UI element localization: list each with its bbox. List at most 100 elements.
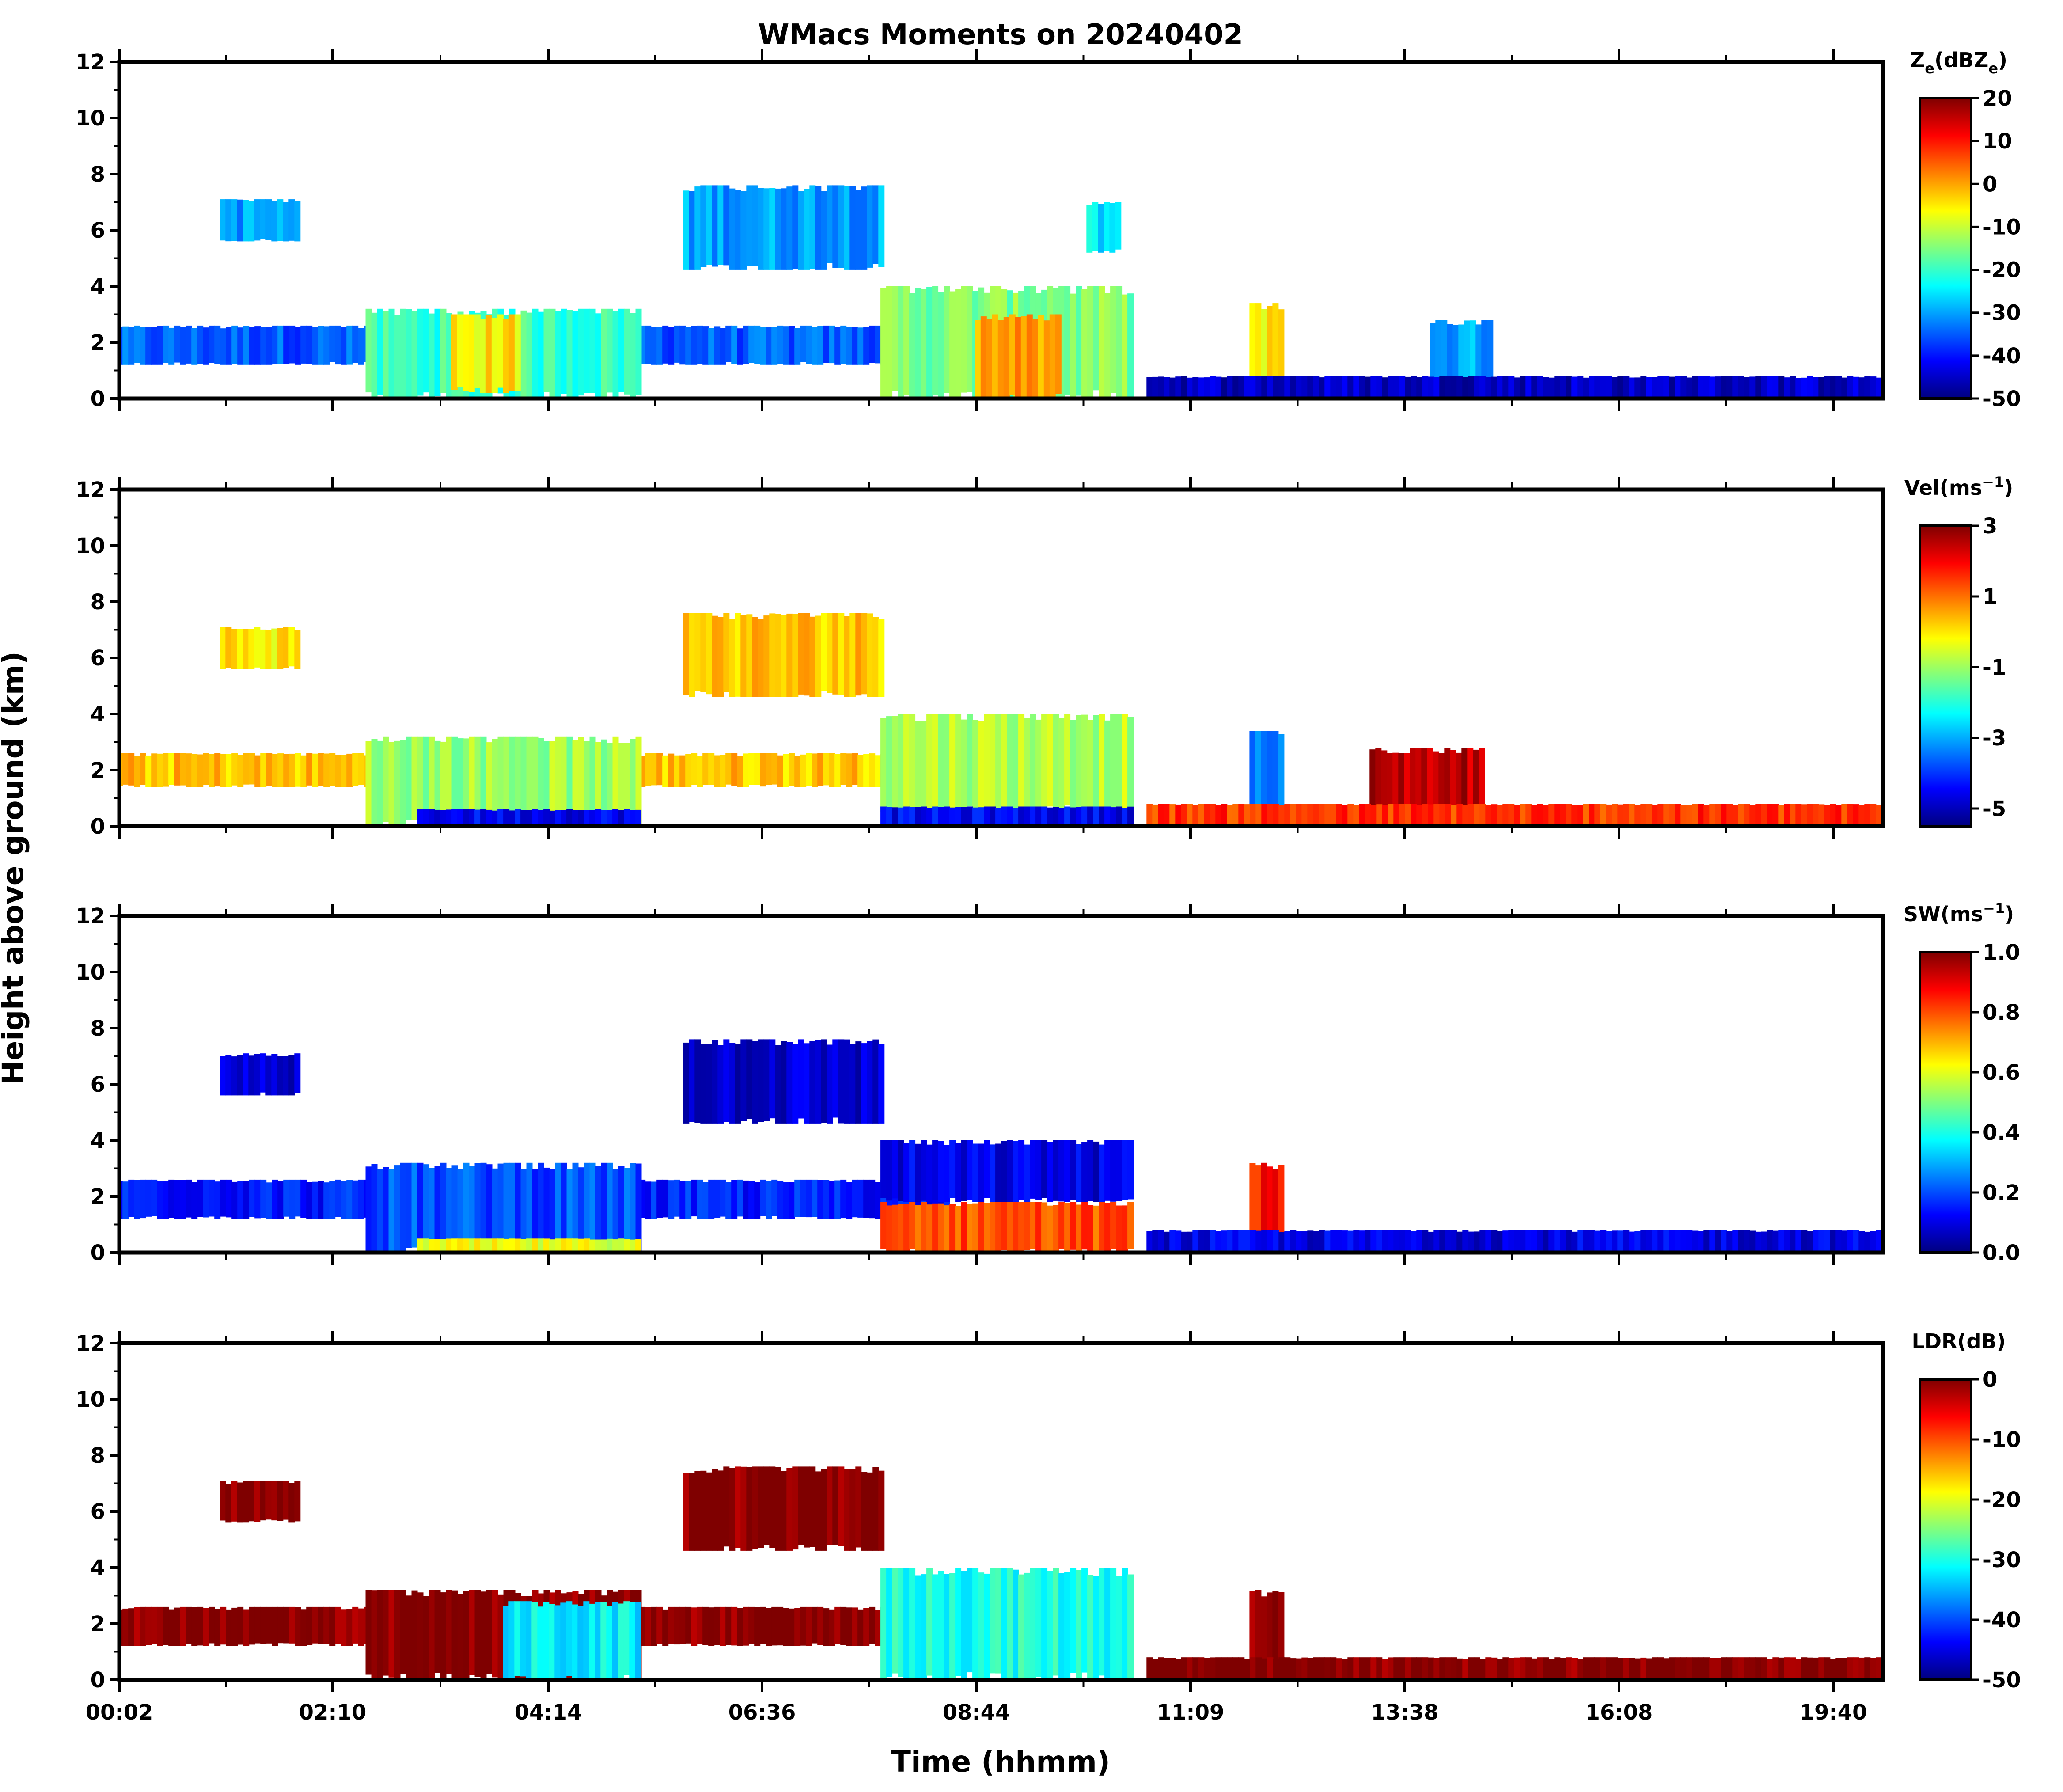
echo-column: [572, 740, 579, 826]
echo-column: [809, 1041, 816, 1124]
echo-column: [624, 1168, 630, 1253]
echo-column: [921, 1574, 927, 1680]
echo-column: [915, 807, 922, 826]
echo-column: [1342, 1230, 1348, 1253]
echo-column: [809, 616, 816, 697]
echo-column: [1238, 804, 1245, 826]
echo-column: [1531, 1230, 1538, 1251]
echo-column: [1376, 804, 1383, 826]
echo-column: [400, 1162, 406, 1252]
echo-column: [849, 613, 856, 697]
echo-column: [572, 1162, 579, 1246]
echo-column: [821, 1039, 827, 1123]
echo-column: [932, 806, 939, 825]
echo-column: [289, 325, 296, 364]
echo-column: [469, 736, 475, 820]
echo-column: [1232, 1657, 1239, 1680]
echo-column: [423, 1238, 429, 1253]
echo-column: [1853, 1657, 1859, 1678]
echo-column: [492, 739, 498, 826]
echo-column: [921, 1202, 927, 1253]
echo-column: [509, 1238, 516, 1252]
echo-column: [798, 613, 804, 695]
echo-column: [771, 1606, 778, 1646]
echo-column: [1210, 1657, 1216, 1680]
echo-column: [1267, 804, 1274, 825]
echo-column: [938, 714, 944, 812]
echo-column: [938, 1571, 944, 1680]
echo-column: [1007, 1202, 1013, 1251]
echo-column: [1646, 804, 1653, 826]
echo-column: [300, 325, 307, 364]
echo-column: [151, 1179, 158, 1216]
echo-column: [1801, 377, 1808, 399]
echo-column: [1479, 1659, 1486, 1680]
echo-column: [1035, 1140, 1042, 1200]
echo-column: [1393, 1230, 1400, 1253]
echo-column: [283, 1179, 290, 1217]
echo-column: [417, 1592, 424, 1680]
echo-column: [708, 753, 715, 785]
echo-column: [346, 1180, 353, 1219]
echo-column: [775, 1045, 781, 1124]
echo-column: [1675, 1230, 1681, 1253]
echo-column: [1099, 714, 1105, 812]
echo-column: [1686, 377, 1693, 399]
echo-column: [1053, 807, 1059, 826]
echo-column: [758, 188, 764, 270]
echo-column: [346, 1609, 353, 1646]
echo-column: [486, 1590, 493, 1674]
echo-column: [1047, 1142, 1054, 1202]
echo-column: [400, 1590, 406, 1674]
echo-column: [1158, 1657, 1164, 1680]
echo-column: [869, 753, 876, 787]
echo-column: [972, 1568, 979, 1680]
echo-column: [497, 1163, 504, 1253]
echo-column: [1474, 804, 1480, 825]
echo-column: [1104, 202, 1110, 251]
echo-column: [271, 1481, 278, 1521]
echo-column: [1007, 806, 1013, 825]
echo-column: [1767, 1659, 1773, 1680]
echo-column: [468, 314, 475, 392]
echo-column: [561, 1238, 567, 1253]
echo-column: [1278, 376, 1285, 399]
echo-column: [1290, 1230, 1297, 1252]
echo-column: [1629, 377, 1635, 399]
echo-column: [1444, 748, 1451, 822]
echo-column: [1255, 376, 1262, 397]
echo-column: [220, 627, 226, 669]
echo-column: [786, 186, 793, 270]
echo-column: [1070, 293, 1077, 399]
echo-column: [872, 1467, 879, 1551]
echo-column: [846, 1182, 853, 1219]
echo-column: [365, 308, 372, 393]
echo-column: [729, 1468, 736, 1551]
echo-column: [612, 1239, 619, 1253]
echo-column: [1261, 376, 1268, 399]
echo-column: [1307, 1230, 1314, 1253]
echo-column: [1870, 804, 1877, 826]
echo-column: [955, 714, 962, 808]
echo-column: [306, 1182, 313, 1219]
echo-column: [254, 1054, 261, 1096]
echo-column: [365, 1166, 372, 1253]
echo-column: [1198, 804, 1205, 826]
echo-column: [869, 325, 876, 363]
echo-column: [1278, 1165, 1285, 1253]
echo-column: [1393, 804, 1400, 826]
echo-column: [122, 326, 129, 365]
echo-column: [804, 613, 810, 696]
echo-column: [683, 613, 690, 695]
echo-column: [1013, 1141, 1019, 1202]
echo-column: [1778, 376, 1785, 397]
echo-column: [1813, 804, 1819, 825]
echo-column: [1215, 376, 1222, 399]
echo-column: [371, 1164, 378, 1253]
echo-column: [1399, 376, 1406, 399]
echo-column: [1007, 1568, 1013, 1680]
echo-column: [1158, 804, 1164, 826]
echo-column: [1738, 1230, 1744, 1253]
colorbar-tick-label: -30: [1983, 301, 2021, 326]
